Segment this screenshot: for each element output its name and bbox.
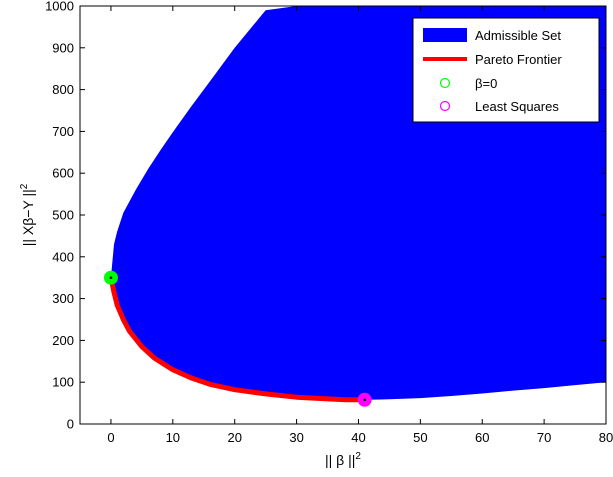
- legend-swatch-least-squares: [439, 100, 451, 112]
- x-tick-label: 20: [227, 430, 241, 445]
- least-squares-marker-center: [363, 398, 366, 402]
- y-tick-label: 300: [52, 291, 74, 306]
- x-tick-label: 10: [166, 430, 180, 445]
- legend-label-least-squares: Least Squares: [475, 99, 559, 114]
- pareto-frontier-line: [108, 275, 368, 403]
- y-tick-label: 1000: [45, 0, 74, 14]
- y-tick-label: 600: [52, 166, 74, 181]
- y-axis-label: || Xβ−Y ||2: [19, 183, 36, 246]
- x-tick-label: 30: [289, 430, 303, 445]
- y-tick-label: 400: [52, 249, 74, 264]
- x-tick-label: 60: [475, 430, 489, 445]
- x-axis: 0 10 20 30 40 50 60 70 80: [107, 6, 613, 445]
- y-tick-label: 700: [52, 124, 74, 139]
- legend-swatch-admissible-set: [423, 28, 467, 42]
- y-tick-label: 500: [52, 208, 74, 223]
- y-tick-label: 0: [67, 417, 74, 432]
- y-tick-label: 100: [52, 375, 74, 390]
- y-tick-label: 900: [52, 40, 74, 55]
- x-axis-label: || β ||2: [325, 451, 361, 468]
- x-tick-label: 50: [413, 430, 427, 445]
- x-tick-label: 0: [107, 430, 114, 445]
- y-axis: 0 100 200 300 400 500 600 700 800 900 1000: [45, 0, 606, 432]
- legend: Admissible Set Pareto Frontier β=0 Least…: [412, 17, 600, 123]
- legend-label-admissible-set: Admissible Set: [475, 28, 561, 43]
- legend-label-beta-zero: β=0: [475, 76, 497, 91]
- y-tick-label: 200: [52, 333, 74, 348]
- legend-swatch-beta-zero: [439, 77, 451, 89]
- x-tick-label: 40: [351, 430, 365, 445]
- legend-label-pareto-frontier: Pareto Frontier: [475, 52, 562, 67]
- x-tick-label: 70: [537, 430, 551, 445]
- x-tick-label: 80: [599, 430, 613, 445]
- beta-zero-marker-center: [109, 276, 113, 280]
- y-tick-label: 800: [52, 82, 74, 97]
